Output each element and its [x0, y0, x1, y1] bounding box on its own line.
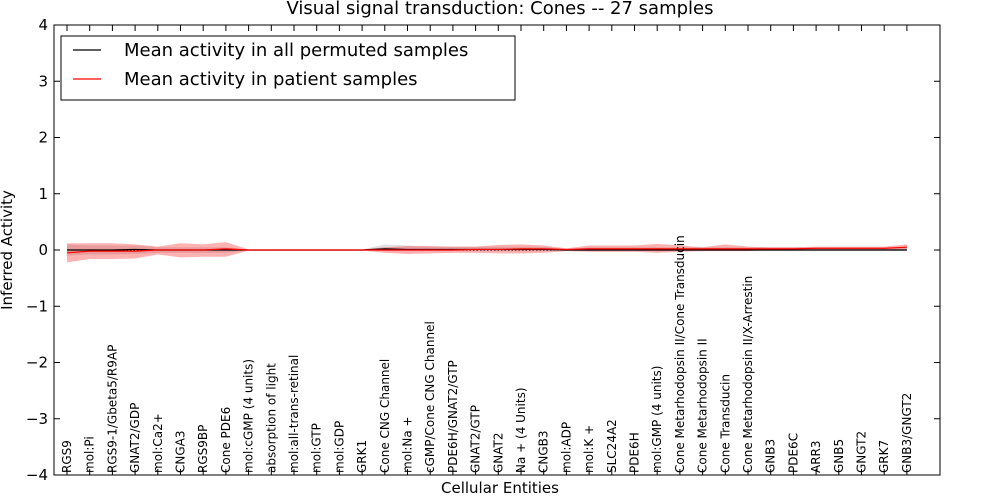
- x-tick-label: cGMP/Cone CNG Channel: [423, 321, 437, 473]
- x-tick-label: GNB3: [764, 439, 778, 473]
- legend-label-patient: Mean activity in patient samples: [124, 69, 418, 90]
- x-tick-label: GNAT2/GDP: [128, 403, 142, 473]
- x-tick-label: mol:ADP: [559, 422, 573, 473]
- x-tick-label: PDE6H/GNAT2/GTP: [446, 360, 460, 473]
- x-tick-label: CNGA3: [174, 431, 188, 474]
- x-tick-label: Cone Transducin: [718, 374, 732, 473]
- legend: Mean activity in all permuted samples Me…: [60, 35, 516, 101]
- x-tick-label: mol:cGMP (4 units): [242, 359, 256, 473]
- series-line-patient: [66, 246, 907, 254]
- x-tick-label: GNGT2: [855, 431, 869, 473]
- y-axis-title: Inferred Activity: [0, 190, 16, 310]
- x-tick-label: mol:GDP: [332, 421, 346, 473]
- x-tick-label: GNB3/GNGT2: [900, 393, 914, 473]
- x-tick-label: GRK7: [877, 440, 891, 473]
- y-tick-label: 2: [38, 129, 48, 147]
- x-tick-label: GRK1: [355, 440, 369, 473]
- band-patient-spread: [67, 242, 907, 263]
- x-tick-label: Na + (4 Units): [514, 387, 528, 473]
- x-tick-label: PDE6H: [628, 432, 642, 473]
- x-tick-label: Cone Metarhodopsin II/Cone Transducin: [673, 235, 687, 473]
- x-tick-label: Cone PDE6: [219, 407, 233, 473]
- x-axis-title: Cellular Entities: [441, 479, 559, 497]
- x-tick-label: GNAT2/GTP: [469, 405, 483, 473]
- x-tick-label: SLC24A2: [605, 419, 619, 473]
- x-tick-label: RGS9BP: [196, 425, 210, 473]
- x-tick-label: mol:Pi: [83, 436, 97, 473]
- y-tick-label: 0: [38, 241, 48, 259]
- chart-title: Visual signal transduction: Cones -- 27 …: [286, 0, 713, 19]
- x-tick-label: mol:K +: [582, 425, 596, 473]
- plot-area: −4 −3 −2 −1 0 1 2 3 4 RGS9 mol:Pi RGS9-1/Gbeta5/R9A…: [26, 16, 941, 484]
- x-tick-label: Cone Metarhodopsin II: [696, 338, 710, 473]
- x-tick-label: mol:all-trans-retinal: [287, 355, 301, 473]
- x-tick-label: absorption of light: [264, 363, 278, 473]
- x-tick-label: CNGB3: [537, 430, 551, 473]
- y-tick-label: −1: [26, 297, 48, 315]
- legend-label-permuted: Mean activity in all permuted samples: [124, 40, 468, 61]
- x-tick-label: RGS9: [60, 440, 74, 473]
- x-tick-label: GNB5: [832, 439, 846, 473]
- x-tick-label: Cone Metarhodopsin II/X-Arrestin: [741, 276, 755, 473]
- y-tick-label: 1: [38, 185, 48, 203]
- x-tick-label: mol:GMP (4 units): [650, 366, 664, 473]
- y-tick-label: −3: [26, 410, 48, 428]
- x-tick-label: PDE6C: [786, 433, 800, 473]
- x-tick-label: mol:Ca2+: [151, 413, 165, 473]
- legend-frame: [60, 35, 516, 101]
- x-tick-label: ARR3: [809, 440, 823, 473]
- y-tick-label: 3: [38, 72, 48, 90]
- y-tick-label: −4: [26, 466, 48, 484]
- x-tick-label: Cone CNG Channel: [378, 359, 392, 473]
- x-tick-label: mol:GTP: [310, 423, 324, 473]
- x-tick-label: RGS9-1/Gbeta5/R9AP: [105, 345, 119, 473]
- y-tick-label: −2: [26, 354, 48, 372]
- y-tick-label: 4: [38, 16, 48, 34]
- x-tick-label: GNAT2: [491, 432, 505, 473]
- x-tick-label: mol:Na +: [401, 416, 415, 473]
